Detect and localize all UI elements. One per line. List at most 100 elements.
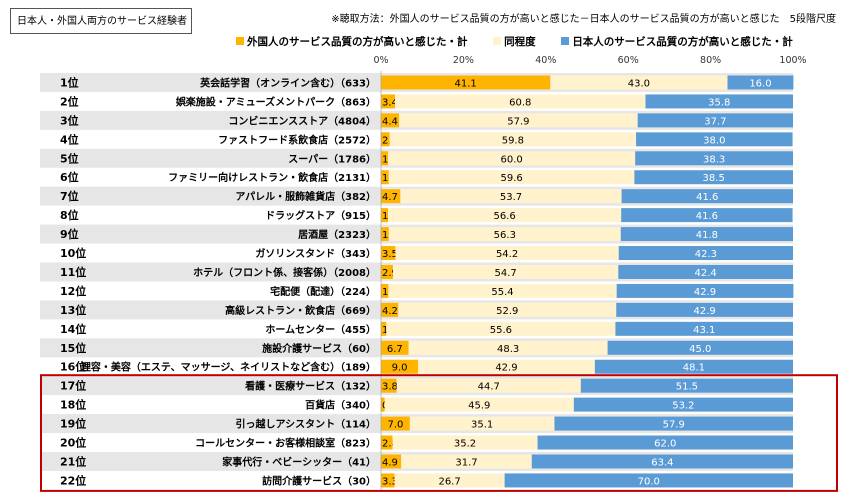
bar-segment-foreign — [381, 435, 393, 450]
rank-label: 10位 — [60, 246, 86, 260]
bar-segment-foreign — [381, 246, 396, 261]
bar-segment-foreign — [381, 359, 419, 374]
bar-segment-foreign — [381, 94, 396, 109]
data-label: 35.8 — [708, 97, 730, 108]
rank-label: 17位 — [60, 379, 86, 393]
data-label: 42.9 — [694, 287, 716, 298]
data-label: 42.9 — [495, 363, 517, 374]
bar-segment-foreign — [381, 454, 402, 469]
data-label: 48.3 — [497, 344, 519, 355]
bar-segment-same — [394, 473, 505, 488]
bar-segment-same — [384, 397, 574, 412]
bar-segment-foreign — [381, 170, 389, 185]
data-label: 63.4 — [651, 457, 673, 468]
respondent-group-label: 日本人・外国人両方のサービス経験者 — [10, 8, 192, 34]
data-label: 35.2 — [454, 439, 476, 450]
bar-segment-japanese — [554, 416, 793, 431]
data-label: 9.0 — [392, 363, 408, 374]
x-tick-label: 20% — [453, 55, 474, 66]
bar-segment-same — [395, 94, 646, 109]
rank-label: 15位 — [60, 341, 86, 355]
bar-segment-same — [388, 170, 635, 185]
data-label: 57.9 — [507, 116, 529, 127]
category-label: ガソリンスタンド（343） — [255, 247, 376, 260]
rank-label: 21位 — [60, 454, 86, 468]
category-label: 引っ越しアシスタント（114） — [236, 418, 376, 431]
legend-swatch-same — [493, 37, 502, 45]
data-label: 48.1 — [683, 363, 705, 374]
bar-segment-foreign — [381, 132, 390, 147]
rank-label: 14位 — [60, 322, 86, 336]
bar-segment-foreign — [381, 473, 395, 488]
bar-segment-japanese — [580, 378, 793, 393]
category-label: ファミリー向けレストラン・飲食店（2131） — [168, 171, 376, 184]
data-label: 54.7 — [494, 268, 516, 279]
bar-segment-japanese — [618, 246, 793, 261]
bar-segment-japanese — [616, 302, 793, 317]
bar-segment-japanese — [615, 321, 793, 336]
rank-label: 20位 — [60, 436, 86, 450]
data-label: 60.0 — [500, 154, 522, 165]
bar-segment-same — [401, 454, 532, 469]
data-label: 37.7 — [704, 116, 726, 127]
legend: 外国人のサービス品質の方が高いと感じた・計 同程度 日本人のサービス品質の方が高… — [236, 34, 815, 49]
bar-segment-foreign — [381, 416, 410, 431]
bar-segment-japanese — [634, 170, 793, 185]
bar-segment-japanese — [635, 151, 793, 166]
bar-segment-same — [396, 378, 581, 393]
data-label: 4.7 — [382, 192, 398, 203]
bar-segment-foreign — [381, 189, 401, 204]
method-note: ※聴取方法：外国人のサービス品質の方が高いと感じた－日本人のサービス品質の方が高… — [331, 14, 836, 25]
category-label: 英会話学習（オンライン含む）（633） — [199, 76, 376, 89]
data-label: 35.1 — [471, 420, 493, 431]
bar-segment-japanese — [620, 227, 793, 242]
rank-label: 6位 — [60, 170, 79, 184]
data-label: 16.0 — [749, 78, 771, 89]
data-label: 3.3 — [382, 476, 398, 487]
bar-segment-foreign — [381, 340, 409, 355]
data-label: 55.6 — [490, 325, 512, 336]
bar-segment-japanese — [645, 94, 793, 109]
data-label: 51.5 — [676, 382, 698, 393]
category-label: ファストフード系飲食店（2572） — [218, 133, 376, 146]
bar-segment-same — [408, 340, 608, 355]
category-label: ホテル（フロント係、接客係）（2008） — [193, 266, 376, 279]
bar-segment-same — [388, 227, 621, 242]
data-label: 41.8 — [696, 230, 718, 241]
legend-label-same: 同程度 — [504, 36, 536, 48]
legend-item-japanese: 日本人のサービス品質の方が高いと感じた・計 — [561, 34, 793, 49]
data-label: 3.4 — [382, 97, 398, 108]
bar-segment-foreign — [381, 302, 399, 317]
bar-segment-japanese — [594, 359, 793, 374]
bar-segment-foreign — [381, 151, 389, 166]
data-label: 41.1 — [455, 78, 477, 89]
data-label: 6.7 — [387, 344, 403, 355]
data-label: 54.2 — [496, 249, 518, 260]
rank-label: 11位 — [60, 265, 86, 279]
rank-label: 18位 — [60, 398, 86, 412]
bar-segment-foreign — [381, 378, 397, 393]
x-tick-label: 100% — [779, 55, 806, 66]
data-label: 60.8 — [509, 97, 531, 108]
data-label: 53.2 — [672, 401, 694, 412]
bar-segment-foreign — [381, 113, 400, 128]
category-label: 百貨店（340） — [305, 399, 376, 412]
category-label: コンビニエンスストア（4804） — [228, 114, 376, 127]
category-label: アパレル・服飾雑貨店（382） — [235, 190, 376, 203]
x-tick-label: 60% — [618, 55, 639, 66]
data-label: 4.9 — [382, 457, 398, 468]
rank-label: 19位 — [60, 417, 86, 431]
x-tick-label: 0% — [373, 55, 388, 66]
category-label: 訪問介護サービス（30） — [262, 474, 376, 487]
category-label: 娯楽施設・アミューズメントパーク（863） — [176, 95, 376, 108]
rank-label: 2位 — [60, 94, 79, 108]
legend-label-foreign: 外国人のサービス品質の方が高いと感じた・計 — [247, 36, 468, 48]
bar-segment-same — [399, 113, 638, 128]
rank-label: 1位 — [60, 75, 79, 89]
data-label: 2.8 — [382, 439, 398, 450]
rank-label: 13位 — [60, 303, 86, 317]
bar-segment-same — [409, 416, 555, 431]
data-label: 38.5 — [703, 173, 725, 184]
bar-segment-same — [388, 151, 636, 166]
